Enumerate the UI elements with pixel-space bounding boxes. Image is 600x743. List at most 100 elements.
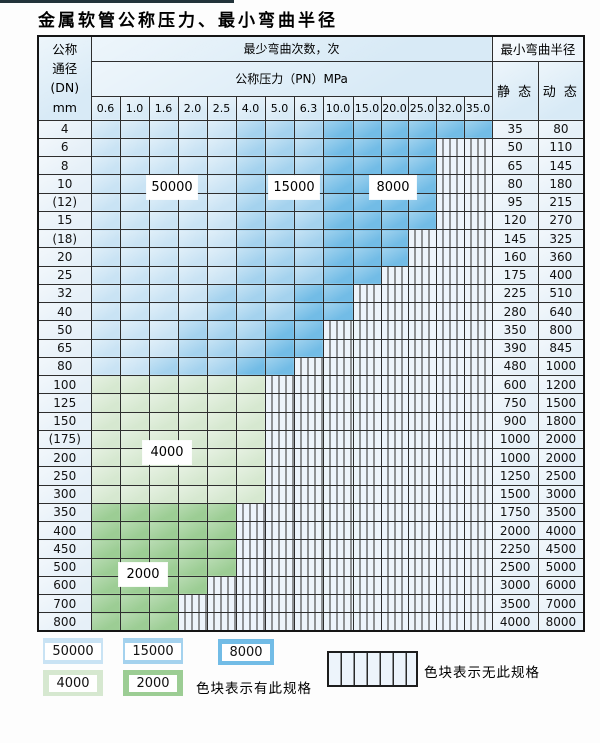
no-spec-cell (380, 283, 409, 304)
spec-cell-15000 (293, 119, 324, 139)
table-row: 15 120 270 (37, 210, 585, 231)
spec-cell-8000 (293, 301, 324, 322)
spec-cell-4000 (206, 447, 237, 468)
table-row: 25 175 400 (37, 265, 585, 285)
static-radius-cell: 350 (491, 320, 539, 340)
spec-cell-15000 (235, 119, 266, 139)
spec-cell-2000 (90, 557, 121, 577)
no-spec-cell (235, 612, 266, 632)
dynamic-radius-cell: 3500 (537, 502, 585, 523)
no-spec-cell (380, 539, 409, 559)
cycles-label-8000: 8000 (370, 176, 416, 199)
cycles-label-2000: 2000 (119, 563, 167, 586)
no-spec-cell (264, 612, 295, 632)
legend-swatch-50000: 50000 (43, 638, 103, 664)
spec-cell-8000 (380, 119, 409, 139)
static-radius-cell: 2500 (491, 557, 539, 577)
no-spec-cell (264, 393, 295, 413)
legend-has-spec-text: 色块表示有此规格 (196, 681, 312, 697)
static-radius-cell: 480 (491, 356, 539, 377)
no-spec-cell (380, 447, 409, 468)
dynamic-radius-cell: 845 (537, 338, 585, 358)
spec-cell-15000 (206, 338, 237, 358)
no-spec-cell (463, 612, 493, 632)
spec-cell-50000 (148, 137, 179, 158)
header-row-1: 公称 通径 (DN) mm 最少弯曲次数，次 最小弯曲半径 (37, 35, 585, 121)
no-spec-cell (435, 612, 465, 632)
no-spec-cell (380, 265, 409, 285)
no-spec-cell (352, 411, 382, 431)
spec-cell-15000 (235, 301, 266, 322)
spec-cell-8000 (322, 155, 354, 176)
no-spec-cell (380, 338, 409, 358)
static-radius-cell: 160 (491, 247, 539, 267)
spec-cell-50000 (177, 137, 208, 158)
spec-cell-8000 (352, 228, 382, 249)
no-spec-cell (352, 429, 382, 450)
spec-cell-15000 (235, 283, 266, 304)
no-spec-cell (407, 557, 437, 577)
no-spec-cell (463, 393, 493, 413)
pressure-col-header: 10.0 (322, 95, 354, 121)
no-spec-cell (352, 502, 382, 523)
no-spec-cell (293, 612, 324, 632)
spec-cell-4000 (148, 393, 179, 413)
no-spec-cell (322, 520, 354, 541)
spec-cell-4000 (119, 374, 150, 395)
dynamic-radius-cell: 4500 (537, 539, 585, 559)
no-spec-cell (352, 393, 382, 413)
dn-cell: 4 (37, 119, 92, 139)
spec-cell-4000 (148, 374, 179, 395)
spec-cell-50000 (148, 283, 179, 304)
no-spec-cell (264, 502, 295, 523)
spec-cell-8000 (463, 119, 493, 139)
spec-cell-15000 (235, 155, 266, 176)
no-spec-cell (322, 575, 354, 596)
table-row: (175) 1000 2000 (37, 429, 585, 450)
static-radius-cell: 225 (491, 283, 539, 304)
no-spec-cell (293, 429, 324, 450)
spec-cell-15000 (264, 247, 295, 267)
no-spec-cell (352, 466, 382, 486)
no-spec-cell (435, 155, 465, 176)
no-spec-cell (380, 484, 409, 504)
no-spec-cell (293, 411, 324, 431)
no-spec-cell (407, 356, 437, 377)
table-row: 700 3500 7000 (37, 593, 585, 614)
no-spec-cell (407, 320, 437, 340)
table-row: 100 600 1200 (37, 374, 585, 395)
spec-cell-15000 (235, 247, 266, 267)
no-spec-cell (322, 447, 354, 468)
spec-cell-50000 (90, 338, 121, 358)
spec-cell-15000 (177, 338, 208, 358)
pressure-col-header: 2.0 (177, 95, 208, 121)
no-spec-cell (352, 557, 382, 577)
spec-cell-4000 (206, 429, 237, 450)
dn-cell: 300 (37, 484, 92, 504)
spec-cell-50000 (90, 137, 121, 158)
bend-cycles-header: 最少弯曲次数，次 (90, 35, 493, 62)
no-spec-cell (463, 575, 493, 596)
no-spec-cell (293, 484, 324, 504)
pressure-col-header: 20.0 (380, 95, 409, 121)
no-spec-cell (407, 447, 437, 468)
no-spec-cell (293, 593, 324, 614)
no-spec-cell (380, 320, 409, 340)
spec-cell-2000 (177, 557, 208, 577)
spec-cell-50000 (90, 283, 121, 304)
spec-cell-4000 (235, 484, 266, 504)
static-radius-cell: 1000 (491, 429, 539, 450)
dynamic-radius-cell: 1000 (537, 356, 585, 377)
no-spec-cell (352, 593, 382, 614)
table-row: 125 750 1500 (37, 393, 585, 413)
spec-cell-50000 (206, 155, 237, 176)
pressure-col-header: 0.6 (90, 95, 121, 121)
pressure-col-header: 1.0 (119, 95, 150, 121)
no-spec-cell (264, 466, 295, 486)
table-row: 6 50 110 (37, 137, 585, 158)
static-radius-cell: 3000 (491, 575, 539, 596)
spec-cell-50000 (177, 155, 208, 176)
spec-cell-4000 (90, 484, 121, 504)
no-spec-cell (435, 447, 465, 468)
